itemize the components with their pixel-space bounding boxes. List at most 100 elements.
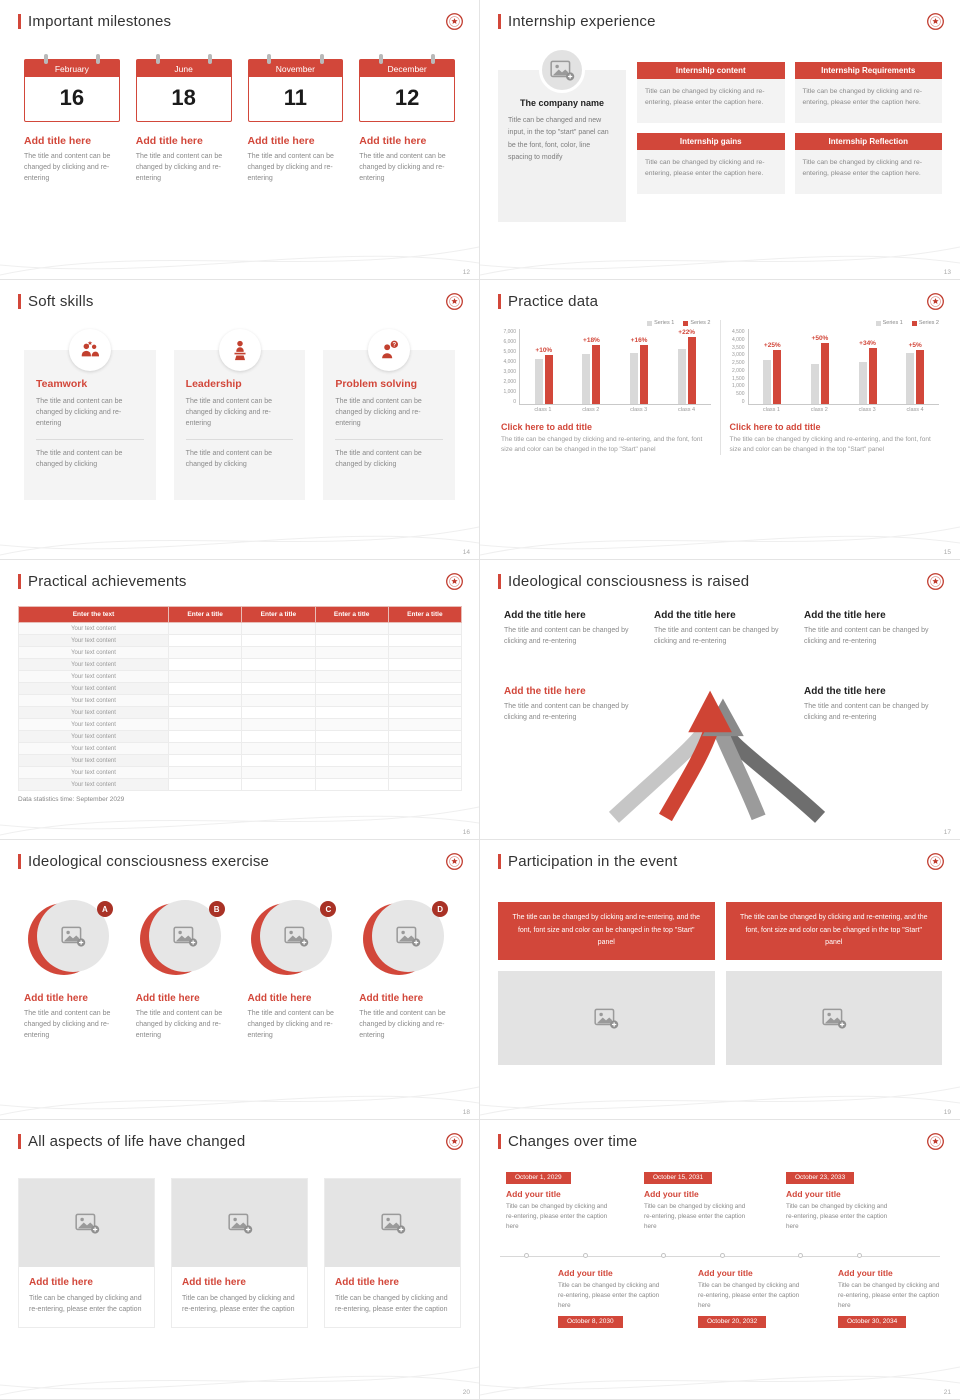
text-block: Add the title here The title and content… xyxy=(804,686,938,724)
item-title: Add title here xyxy=(247,993,312,1004)
row-empty-cell xyxy=(314,622,389,635)
row-empty-cell xyxy=(167,754,243,767)
bar-pair xyxy=(677,337,696,404)
row-empty-cell xyxy=(167,730,243,743)
page-number: 15 xyxy=(943,549,951,556)
school-seal-icon xyxy=(446,573,463,590)
timeline-node xyxy=(660,1253,666,1258)
y-tick-label: 2,000 xyxy=(503,379,516,385)
y-tick-label: 2,500 xyxy=(731,360,745,367)
box-caption: Title can be changed by clicking and re-… xyxy=(637,79,785,123)
growth-label: +16% xyxy=(630,336,648,344)
bar-pair xyxy=(630,344,649,404)
page-number: 18 xyxy=(462,1109,470,1116)
skill-text: The title and content can be changed by … xyxy=(36,449,123,468)
y-tick-label: 3,000 xyxy=(503,369,516,375)
row-label-cell: Your text content xyxy=(18,718,169,731)
bar-group: +22% xyxy=(677,329,696,404)
legend-label: Series 1 xyxy=(654,320,675,326)
bar-series-2 xyxy=(868,348,877,404)
block-caption: The title and content can be changed by … xyxy=(504,627,629,645)
row-empty-cell xyxy=(241,694,316,707)
skill-text: The title and content can be changed by … xyxy=(36,398,123,428)
table-header-row: Enter the text Enter a title Enter a tit… xyxy=(18,606,463,623)
box-title: Internship Reflection xyxy=(794,133,942,150)
slide-header: Soft skills xyxy=(0,280,479,316)
skill-text: The title and content can be changed by … xyxy=(335,449,422,468)
slide-title: Internship experience xyxy=(508,13,656,30)
plot-column: +10% +18% +16% +22% class 1 class 2 class 3 cl… xyxy=(519,329,711,413)
image-placeholder-box xyxy=(19,1179,154,1267)
series2-swatch xyxy=(683,320,689,326)
calendar-ring-icon xyxy=(267,54,272,64)
text-block: Add the title here The title and content… xyxy=(504,610,638,648)
item-title: Add title here xyxy=(24,993,88,1004)
page-number: 13 xyxy=(943,269,951,276)
item-caption: The title and content can be changed by … xyxy=(359,153,446,182)
exercise-item: D Add title here The title and content c… xyxy=(359,900,455,1042)
bar-pair xyxy=(858,348,877,404)
row-empty-cell xyxy=(387,670,463,683)
col-header: Enter a title xyxy=(241,606,316,623)
slide-soft-skills: Soft skills Teamwork The title and conte… xyxy=(0,280,480,560)
chart-area: 7,000 6,000 5,000 4,000 3,000 2,000 1,000 0 +10… xyxy=(501,329,711,413)
slide-header: Practice data xyxy=(480,280,960,316)
timeline-node xyxy=(720,1253,725,1258)
y-tick-label: 1,000 xyxy=(503,389,516,395)
milestone-item: December 12 Add title here The title and… xyxy=(359,52,455,185)
row-empty-cell xyxy=(167,706,243,719)
table-row: Your text content xyxy=(18,694,463,707)
skill-text: The title and content can be changed by … xyxy=(185,398,273,428)
item-caption: Title can be changed by clicking and re-… xyxy=(698,1282,800,1309)
skill-card-leadership: Leadership The title and content can be … xyxy=(173,329,306,500)
data-statistics-note: Data statistics time: September 2029 xyxy=(18,796,125,803)
item-title: Add your title xyxy=(838,1268,893,1278)
title-accent-bar xyxy=(18,574,21,589)
row-label-cell: Your text content xyxy=(18,622,169,635)
bar-series-2 xyxy=(916,350,925,404)
item-caption: The title and content can be changed by … xyxy=(24,1010,111,1039)
row-label-cell: Your text content xyxy=(18,754,169,767)
slide-title: Ideological consciousness is raised xyxy=(508,573,750,590)
row-empty-cell xyxy=(167,766,243,779)
row-empty-cell xyxy=(167,694,243,707)
y-tick-label: 7,000 xyxy=(503,329,516,335)
bar-series-1 xyxy=(858,362,867,404)
converging-roads-arrow-graphic xyxy=(608,690,826,823)
row-empty-cell xyxy=(387,778,463,791)
table-row: Your text content xyxy=(18,682,463,695)
slide-header: Ideological consciousness exercise xyxy=(0,840,479,876)
image-placeholder-icon xyxy=(74,1210,100,1236)
skill-title: Problem solving xyxy=(335,378,418,390)
slide-header: Participation in the event xyxy=(480,840,960,876)
school-seal-icon xyxy=(927,1133,944,1150)
title-accent-bar xyxy=(498,14,501,29)
slide-header: All aspects of life have changed xyxy=(0,1120,479,1156)
life-cards-row: Add title here Title can be changed by c… xyxy=(0,1156,479,1329)
bar-group: +18% xyxy=(582,329,601,404)
image-placeholder-icon xyxy=(227,1210,253,1236)
calendar-card: December 12 xyxy=(359,54,455,122)
decorative-wave xyxy=(0,246,479,276)
bar-series-1 xyxy=(906,352,915,404)
calendar-ring-icon xyxy=(96,54,100,64)
block-title: Add the title here xyxy=(504,610,586,621)
row-empty-cell xyxy=(314,634,389,647)
school-seal-icon xyxy=(927,293,944,310)
legend-entry-series-2: Series 2 xyxy=(911,320,939,326)
exercise-item: C Add title here The title and content c… xyxy=(248,900,344,1042)
slide-changes-over-time: Changes over time October 1, 2029 Add yo… xyxy=(480,1120,960,1400)
image-placeholder-icon xyxy=(549,57,575,83)
bar-series-2 xyxy=(640,344,649,404)
row-empty-cell xyxy=(241,682,316,695)
date-chip: October 8, 2030 xyxy=(558,1315,623,1328)
letter-badge: C xyxy=(320,901,337,917)
row-label-cell: Your text content xyxy=(18,730,169,743)
title-accent-bar xyxy=(18,294,21,309)
slide-title: Changes over time xyxy=(508,1133,638,1150)
row-empty-cell xyxy=(314,682,389,695)
calendar-day: 18 xyxy=(171,85,196,110)
row-empty-cell xyxy=(167,718,243,731)
calendar-month: November xyxy=(248,60,343,77)
